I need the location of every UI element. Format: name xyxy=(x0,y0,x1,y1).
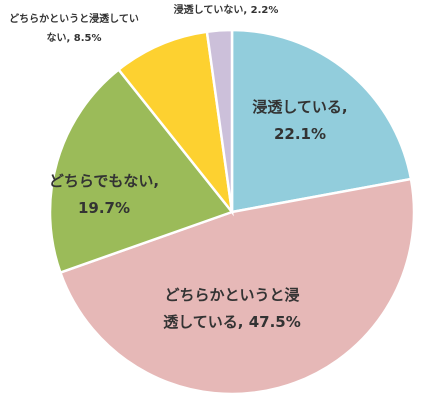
slice-label-2: どちらかというと浸透している, 47.5% xyxy=(163,286,301,331)
pie-slice-4 xyxy=(116,30,234,217)
slice-label-3: どちらでもない, 19.7% xyxy=(49,172,159,217)
pie-slice-5 xyxy=(205,28,234,213)
slice-label-5: 浸透していない, 2.2% xyxy=(174,3,279,16)
slice-label-line: ない, 8.5% xyxy=(46,32,101,44)
slice-label-line: 浸透していない, 2.2% xyxy=(174,3,279,16)
pie-slice-3 xyxy=(48,67,235,275)
slice-label-4: どちらかというと浸透していない, 8.5% xyxy=(9,12,139,44)
pie-slice-2 xyxy=(58,177,416,396)
slice-label-line: 19.7% xyxy=(78,199,130,217)
slice-label-line: 22.1% xyxy=(274,125,326,143)
pie-slice-1 xyxy=(230,28,413,214)
slice-label-line: どちらかというと浸透してい xyxy=(9,12,139,25)
slice-label-line: 浸透している, xyxy=(252,98,347,116)
slice-label-1: 浸透している, 22.1% xyxy=(252,98,347,143)
slice-label-line: 透している, 47.5% xyxy=(163,313,301,331)
slice-label-line: どちらでもない, xyxy=(49,172,159,190)
slice-label-line: どちらかというと浸 xyxy=(164,286,299,304)
